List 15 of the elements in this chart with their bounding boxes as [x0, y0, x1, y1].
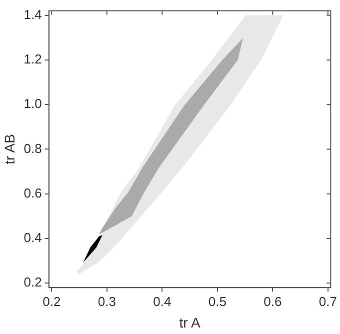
x-tick-label: 0.6	[264, 294, 282, 309]
x-tick-label: 0.2	[42, 294, 61, 309]
y-axis-title: tr AB	[1, 134, 18, 164]
y-tick-label: 0.4	[24, 230, 42, 246]
y-tick-label: 0.2	[24, 274, 42, 290]
y-tick-label: 0.6	[24, 185, 42, 200]
x-tick-label: 0.4	[153, 294, 172, 309]
x-axis-title: tr A	[179, 314, 201, 330]
y-tick-label: 1.2	[24, 51, 42, 66]
x-tick-label: 0.7	[318, 294, 337, 309]
x-tick-label: 0.3	[98, 294, 116, 309]
y-tick-label: 1.4	[24, 6, 42, 22]
y-tick-label: 0.8	[24, 140, 42, 156]
x-tick-label: 0.5	[208, 294, 226, 309]
y-tick-label: 1.0	[24, 96, 42, 112]
